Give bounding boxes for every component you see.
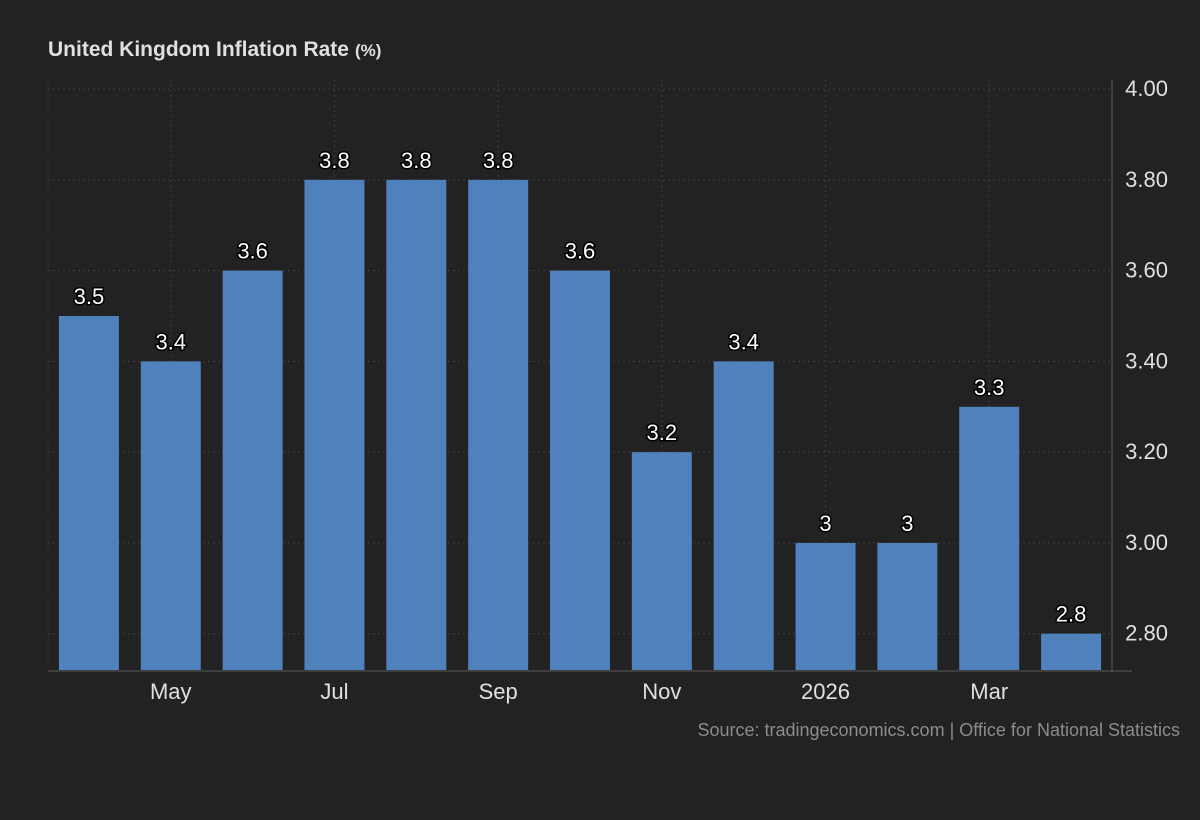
x-tick-label: Nov [642, 679, 681, 704]
x-tick-label: May [150, 679, 192, 704]
data-label: 3.4 [728, 329, 759, 354]
bar[interactable] [222, 270, 283, 670]
data-label: 2.8 [1056, 602, 1087, 627]
y-tick-label: 4.00 [1125, 76, 1168, 101]
bar[interactable] [550, 270, 610, 670]
bar[interactable] [140, 361, 201, 670]
bar[interactable] [386, 179, 447, 670]
bar[interactable] [631, 452, 692, 670]
bar[interactable] [468, 179, 529, 670]
bar[interactable] [877, 542, 938, 670]
y-tick-label: 2.80 [1125, 621, 1168, 646]
data-label: 3 [901, 511, 913, 536]
y-tick-label: 3.80 [1125, 167, 1168, 192]
data-label: 3.6 [237, 239, 268, 264]
chart-title-unit: (%) [354, 41, 382, 60]
data-label: 3 [819, 511, 831, 536]
bar[interactable] [58, 316, 119, 670]
x-tick-label: Sep [479, 679, 518, 704]
chart-title: United Kingdom Inflation Rate (%) [48, 38, 381, 62]
bar[interactable] [795, 542, 856, 670]
bar[interactable] [1041, 633, 1102, 670]
chart-title-text: United Kingdom Inflation Rate [48, 38, 349, 61]
data-label: 3.8 [401, 148, 432, 173]
x-tick-label: 2026 [801, 679, 850, 704]
data-label-layer: 3.5 3.4 3.6 3.8 3.8 3.8 3.6 3.2 3.4 3 3 3.3 2.8 [72, 146, 1088, 628]
y-tick-label: 3.40 [1125, 348, 1168, 373]
bar-layer [58, 179, 1102, 670]
x-tick-label: Mar [970, 679, 1008, 704]
y-tick-label: 3.00 [1125, 530, 1168, 555]
bar[interactable] [713, 361, 774, 670]
source-note: Source: tradingeconomics.com | Office fo… [697, 720, 1180, 740]
bar[interactable] [959, 406, 1020, 670]
data-label: 3.3 [974, 375, 1005, 400]
data-label: 3.4 [155, 329, 186, 354]
data-label: 3.2 [647, 420, 678, 445]
y-tick-label: 3.20 [1125, 439, 1168, 464]
bar[interactable] [304, 179, 365, 670]
axis-layer: 2.80 3.00 3.20 3.40 3.60 3.80 4.00 May Jul Sep Nov… [48, 76, 1168, 704]
data-label: 3.8 [319, 148, 350, 173]
y-tick-label: 3.60 [1125, 258, 1168, 283]
data-label: 3.6 [565, 239, 596, 264]
data-label: 3.8 [483, 148, 514, 173]
x-tick-label: Jul [320, 679, 348, 704]
data-label: 3.5 [74, 284, 105, 309]
